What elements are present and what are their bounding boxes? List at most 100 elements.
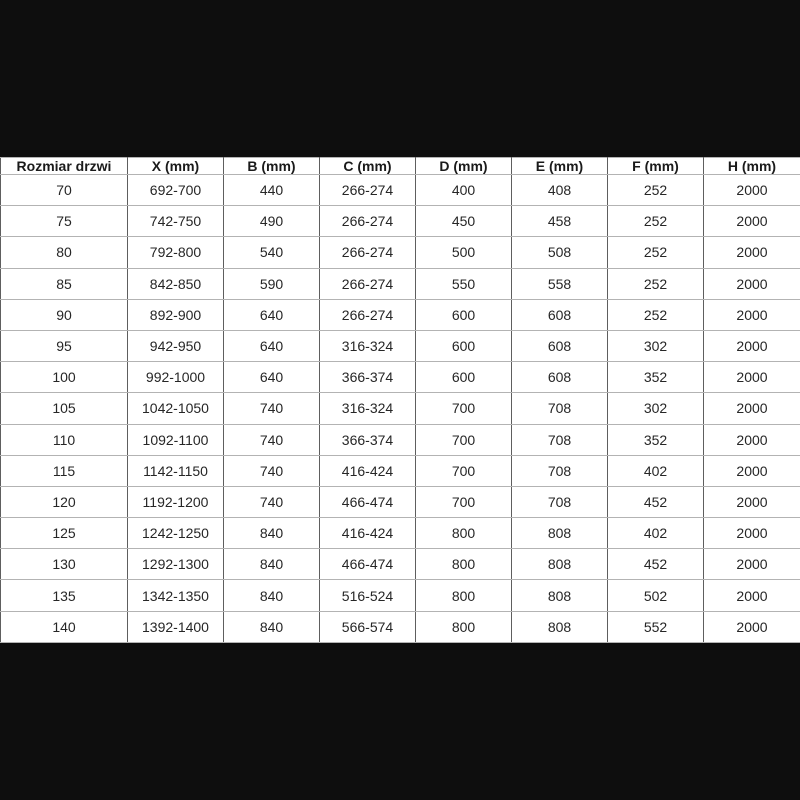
cell: 1192-1200 [127,485,224,519]
cell: 600 [415,329,512,363]
cell: 366-374 [319,361,416,394]
column-header-d: D (mm) [415,157,512,175]
cell: 2000 [703,392,800,425]
cell: 1392-1400 [127,610,224,644]
cell: 266-274 [319,236,416,269]
cell: 416-424 [319,454,416,487]
cell: 316-324 [319,329,416,363]
cell: 2000 [703,485,800,519]
cell: 1092-1100 [127,423,224,456]
cell: 942-950 [127,329,224,363]
table-row: 75 742-750 490 266-274 450 458 252 2000 [0,205,800,238]
column-header-e: E (mm) [511,157,608,175]
size-table-container: Rozmiar drzwi X (mm) B (mm) C (mm) D (mm… [0,157,800,644]
column-header-b: B (mm) [223,157,320,175]
cell: 740 [223,485,320,519]
table-row: 135 1342-1350 840 516-524 800 808 502 2000 [0,579,800,612]
cell: 490 [223,205,320,238]
cell: 416-424 [319,517,416,550]
cell: 252 [607,298,704,331]
cell: 740 [223,454,320,487]
cell: 1342-1350 [127,579,224,612]
cell: 2000 [703,517,800,550]
cell: 458 [511,205,608,238]
cell: 105 [0,392,128,425]
table-row: 140 1392-1400 840 566-574 800 808 552 2000 [0,610,800,644]
cell: 800 [415,579,512,612]
table-row: 120 1192-1200 740 466-474 700 708 452 2000 [0,485,800,519]
table-header: Rozmiar drzwi X (mm) B (mm) C (mm) D (mm… [0,157,800,175]
cell: 590 [223,267,320,300]
cell: 808 [511,579,608,612]
cell: 352 [607,423,704,456]
cell: 266-274 [319,298,416,331]
cell: 400 [415,173,512,207]
cell: 402 [607,517,704,550]
cell: 408 [511,173,608,207]
cell: 440 [223,173,320,207]
cell: 266-274 [319,173,416,207]
cell: 452 [607,485,704,519]
cell: 85 [0,267,128,300]
cell: 140 [0,610,128,644]
cell: 566-574 [319,610,416,644]
cell: 130 [0,548,128,581]
cell: 840 [223,548,320,581]
cell: 2000 [703,454,800,487]
column-header-c: C (mm) [319,157,416,175]
cell: 302 [607,329,704,363]
cell: 608 [511,329,608,363]
cell: 840 [223,579,320,612]
cell: 100 [0,361,128,394]
cell: 1292-1300 [127,548,224,581]
cell: 808 [511,610,608,644]
cell: 840 [223,610,320,644]
table-row: 125 1242-1250 840 416-424 800 808 402 2000 [0,517,800,550]
cell: 1142-1150 [127,454,224,487]
cell: 740 [223,423,320,456]
cell: 600 [415,361,512,394]
cell: 700 [415,392,512,425]
cell: 1242-1250 [127,517,224,550]
column-header-h: H (mm) [703,157,800,175]
cell: 708 [511,485,608,519]
cell: 1042-1050 [127,392,224,425]
table-row: 80 792-800 540 266-274 500 508 252 2000 [0,236,800,269]
cell: 800 [415,548,512,581]
cell: 708 [511,392,608,425]
cell: 135 [0,579,128,612]
cell: 2000 [703,579,800,612]
cell: 252 [607,205,704,238]
cell: 95 [0,329,128,363]
table-row: 100 992-1000 640 366-374 600 608 352 2000 [0,361,800,394]
cell: 800 [415,610,512,644]
cell: 352 [607,361,704,394]
cell: 2000 [703,329,800,363]
cell: 708 [511,423,608,456]
cell: 70 [0,173,128,207]
table-body: 70 692-700 440 266-274 400 408 252 2000 75 742-75… [0,173,800,644]
cell: 316-324 [319,392,416,425]
cell: 692-700 [127,173,224,207]
cell: 500 [415,236,512,269]
cell: 90 [0,298,128,331]
cell: 125 [0,517,128,550]
cell: 640 [223,298,320,331]
cell: 115 [0,454,128,487]
cell: 2000 [703,423,800,456]
cell: 640 [223,329,320,363]
cell: 552 [607,610,704,644]
table-row: 95 942-950 640 316-324 600 608 302 2000 [0,329,800,363]
table-row: 105 1042-1050 740 316-324 700 708 302 2000 [0,392,800,425]
cell: 402 [607,454,704,487]
cell: 892-900 [127,298,224,331]
table-row: 70 692-700 440 266-274 400 408 252 2000 [0,173,800,207]
table-row: 110 1092-1100 740 366-374 700 708 352 2000 [0,423,800,456]
cell: 80 [0,236,128,269]
cell: 266-274 [319,205,416,238]
cell: 2000 [703,298,800,331]
cell: 550 [415,267,512,300]
cell: 808 [511,517,608,550]
column-header-x: X (mm) [127,157,224,175]
table-row: 85 842-850 590 266-274 550 558 252 2000 [0,267,800,300]
